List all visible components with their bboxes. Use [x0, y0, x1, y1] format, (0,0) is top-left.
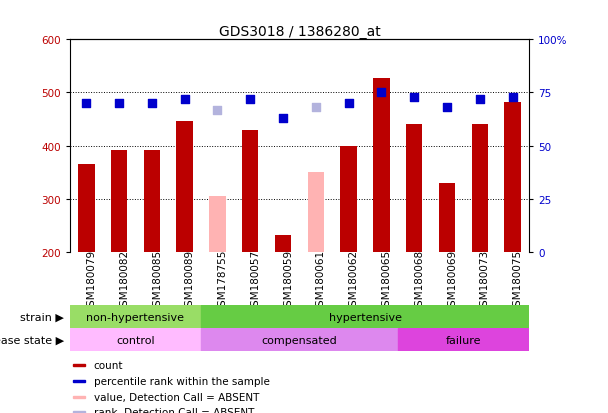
Point [311, 105, 320, 112]
Bar [505, 103, 521, 253]
Bar [209, 197, 226, 253]
Point [246, 96, 255, 103]
Bar [398, 328, 529, 351]
Text: GSM180073: GSM180073 [480, 249, 490, 312]
Bar [340, 147, 357, 253]
Bar [70, 328, 201, 351]
Text: GSM180061: GSM180061 [316, 249, 326, 312]
Text: GSM180062: GSM180062 [348, 249, 359, 312]
Text: non-hypertensive: non-hypertensive [86, 312, 184, 322]
Point [114, 100, 124, 107]
Bar [201, 328, 398, 351]
Bar [73, 411, 85, 413]
Bar [308, 173, 324, 253]
Point [409, 94, 419, 101]
Point [147, 100, 157, 107]
Bar [472, 125, 488, 253]
Text: GSM180089: GSM180089 [185, 249, 195, 312]
Text: GSM178755: GSM178755 [218, 249, 227, 313]
Bar [373, 79, 390, 253]
Point [508, 94, 517, 101]
Text: GSM180065: GSM180065 [381, 249, 392, 312]
Text: failure: failure [446, 335, 481, 345]
Text: strain ▶: strain ▶ [20, 312, 64, 322]
Text: GSM180082: GSM180082 [119, 249, 129, 312]
Bar [78, 165, 94, 253]
Text: control: control [116, 335, 155, 345]
Bar [70, 306, 201, 328]
Point [213, 107, 223, 114]
Text: disease state ▶: disease state ▶ [0, 335, 64, 345]
Text: GSM180068: GSM180068 [414, 249, 424, 312]
Text: value, Detection Call = ABSENT: value, Detection Call = ABSENT [94, 392, 259, 401]
Text: GSM180075: GSM180075 [513, 249, 522, 312]
Bar [201, 306, 529, 328]
Bar [73, 380, 85, 382]
Point [475, 96, 485, 103]
Point [376, 90, 386, 97]
Text: GSM180057: GSM180057 [250, 249, 260, 312]
Bar [439, 183, 455, 253]
Title: GDS3018 / 1386280_at: GDS3018 / 1386280_at [218, 25, 381, 39]
Point [180, 96, 190, 103]
Bar [143, 151, 160, 253]
Bar [176, 121, 193, 253]
Text: count: count [94, 361, 123, 370]
Point [344, 100, 353, 107]
Point [278, 116, 288, 122]
Text: hypertensive: hypertensive [328, 312, 401, 322]
Text: GSM180069: GSM180069 [447, 249, 457, 312]
Bar [73, 396, 85, 398]
Text: GSM180059: GSM180059 [283, 249, 293, 312]
Bar [73, 364, 85, 366]
Text: GSM180079: GSM180079 [86, 249, 96, 312]
Bar [406, 125, 423, 253]
Point [81, 100, 91, 107]
Text: percentile rank within the sample: percentile rank within the sample [94, 376, 270, 386]
Text: GSM180085: GSM180085 [152, 249, 162, 312]
Bar [275, 236, 291, 253]
Text: rank, Detection Call = ABSENT: rank, Detection Call = ABSENT [94, 407, 254, 413]
Bar [242, 131, 258, 253]
Bar [111, 151, 127, 253]
Point [442, 105, 452, 112]
Text: compensated: compensated [261, 335, 337, 345]
